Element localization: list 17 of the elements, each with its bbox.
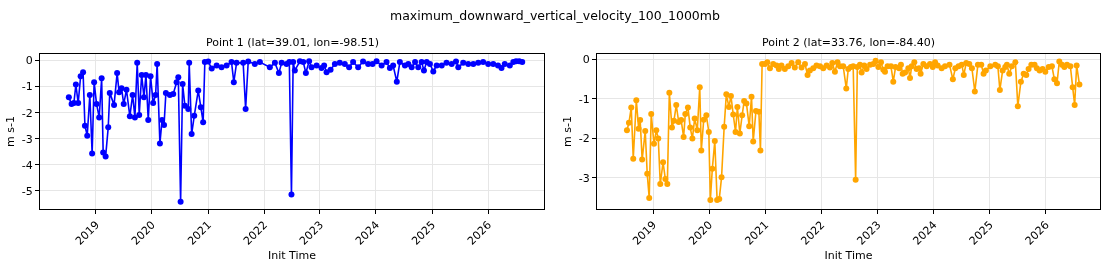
y-tick-label: -1 [578, 92, 590, 106]
y-tick-label: -2 [578, 132, 590, 146]
y-tick-label: -3 [21, 132, 33, 146]
y-tick-label: -4 [21, 158, 33, 172]
y-tick-label: 0 [582, 52, 590, 66]
text: maximum_downward_vertical_velocity_100_1000mb [390, 8, 720, 23]
y-tick-label: -5 [21, 184, 33, 198]
chart-title: Point 2 (lat=33.76, lon=-84.40) [762, 36, 936, 49]
y-tick-label: 0 [25, 54, 33, 68]
x-axis-title: Init Time [824, 248, 873, 262]
chart-title: Point 1 (lat=39.01, lon=-98.51) [206, 36, 380, 49]
y-tick-label: -2 [21, 106, 33, 120]
y-axis-title: m s-1 [4, 116, 18, 147]
y-axis-title: m s-1 [561, 116, 575, 147]
x-axis-title: Init Time [267, 248, 317, 262]
y-tick-label: -1 [21, 80, 33, 94]
y-tick-label: -3 [578, 171, 590, 185]
